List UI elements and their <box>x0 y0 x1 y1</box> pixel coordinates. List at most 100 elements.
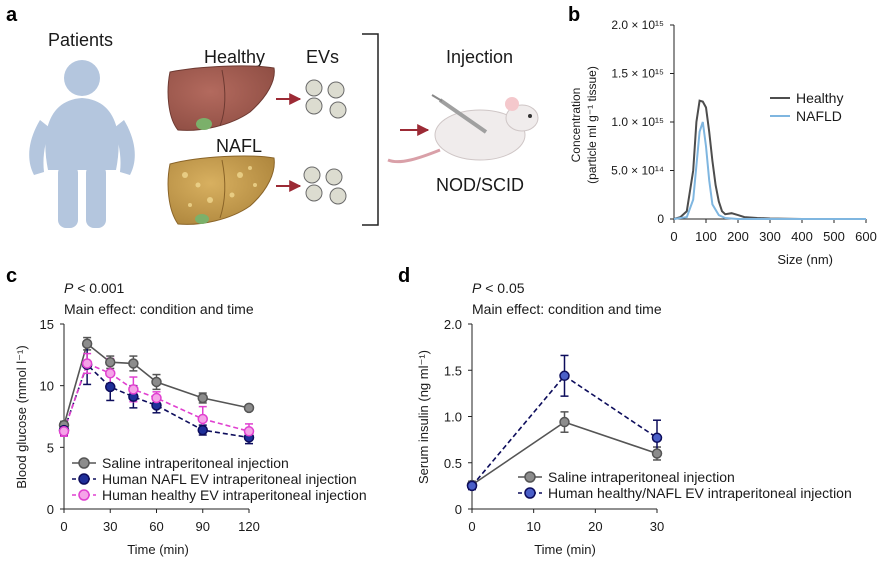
panel-b-y-tick-label: 2.0 × 10¹⁵ <box>611 18 664 32</box>
injection-label: Injection <box>446 47 513 67</box>
panel-c-point-0 <box>81 338 93 349</box>
panel-c-point-1 <box>105 381 116 393</box>
patients-label: Patients <box>48 30 113 50</box>
panel-b-y-tick-label: 5.0 × 10¹⁴ <box>611 164 664 178</box>
panel-c-y-tick-label: 15 <box>40 317 54 332</box>
healthy-liver-icon <box>167 65 275 131</box>
mouse-icon <box>387 94 539 164</box>
panel-b-x-tick-label: 500 <box>823 229 845 244</box>
panel-d-y-tick-label: 2.0 <box>444 317 462 332</box>
panel-c-point-2 <box>58 426 70 437</box>
panel-d-x-tick-label: 20 <box>588 519 602 534</box>
panel-c-point-2 <box>151 392 162 404</box>
panel-a: a Patients Healthy NAFL <box>6 4 539 228</box>
panel-c-y-tick-label: 0 <box>47 502 54 517</box>
panel-c-point-2 <box>243 426 255 437</box>
panel-c-x-tick-label: 0 <box>60 519 67 534</box>
ev-particles-healthy-icon <box>305 79 347 119</box>
panel-d-xlabel: Time (min) <box>534 542 596 557</box>
panel-c-point-0 <box>151 376 162 388</box>
panel-c-legend-label: Saline intraperitoneal injection <box>102 455 289 471</box>
panel-c-point-0 <box>243 402 255 414</box>
panel-c-pvalue: P < 0.001 <box>64 280 125 296</box>
panel-d-y-tick-label: 0.5 <box>444 456 462 471</box>
panel-c-point-2 <box>81 358 93 369</box>
panel-d-y-tick-label: 1.5 <box>444 363 462 378</box>
panel-c: c P < 0.001 Main effect: condition and t… <box>6 265 367 557</box>
panel-c-y-tick-label: 10 <box>40 379 54 394</box>
nafl-label: NAFL <box>216 136 262 156</box>
ev-particles-nafl-icon <box>303 166 347 205</box>
panel-c-legend-marker <box>78 473 90 485</box>
panel-d-effect: Main effect: condition and time <box>472 301 662 317</box>
panel-c-y-tick-label: 5 <box>47 440 54 455</box>
mouse-strain-label: NOD/SCID <box>436 175 524 195</box>
panel-c-point-0 <box>197 392 208 404</box>
panel-c-xlabel: Time (min) <box>127 542 189 557</box>
panel-c-point-0 <box>128 358 139 369</box>
panel-b-xlabel: Size (nm) <box>777 252 833 267</box>
panel-b-letter: b <box>568 4 580 26</box>
panel-d-series-line-1 <box>471 374 658 487</box>
panel-b-y-tick-label: 1.0 × 10¹⁵ <box>611 115 664 129</box>
panel-d-y-tick-label: 1.0 <box>444 410 462 425</box>
panel-d-legend-marker <box>524 471 536 483</box>
panel-d-x-tick-label: 0 <box>468 519 475 534</box>
panel-b-x-tick-label: 200 <box>727 229 749 244</box>
panel-c-point-0 <box>105 356 116 368</box>
panel-b-legend: Healthy NAFLD <box>770 90 843 124</box>
panel-b: b Concentration (particle ml g⁻¹ tissue)… <box>568 4 877 267</box>
nafl-liver-icon <box>167 155 275 225</box>
panel-d-legend-label: Saline intraperitoneal injection <box>548 469 735 485</box>
panel-b-ylabel: Concentration <box>569 88 583 163</box>
panel-d-point-1 <box>559 370 570 382</box>
panel-b-series-line-1 <box>673 121 866 220</box>
panel-b-legend-label: NAFLD <box>796 108 842 124</box>
panel-d-point-1 <box>651 432 663 444</box>
panel-c-x-tick-label: 60 <box>149 519 163 534</box>
panel-b-x-tick-label: 0 <box>670 229 677 244</box>
panel-c-x-tick-label: 30 <box>103 519 117 534</box>
panel-c-effect: Main effect: condition and time <box>64 301 254 317</box>
panel-b-ylabel-unit: (particle ml g⁻¹ tissue) <box>585 66 599 184</box>
panel-d-y-tick-label: 0 <box>455 502 462 517</box>
panel-d-ylabel: Serum insulin (ng ml⁻¹) <box>416 350 431 484</box>
panel-d-x-tick-label: 30 <box>650 519 664 534</box>
panel-d-letter: d <box>398 265 410 287</box>
panel-b-x-tick-label: 400 <box>791 229 813 244</box>
panel-d-point-1 <box>466 480 478 492</box>
evs-label: EVs <box>306 47 339 67</box>
panel-b-series-line-0 <box>673 99 866 220</box>
panel-c-point-2 <box>197 413 208 425</box>
panel-c-point-1 <box>197 424 208 436</box>
panel-b-x-tick-label: 600 <box>855 229 877 244</box>
panel-c-legend-marker <box>78 457 90 469</box>
panel-b-y-tick-label: 0 <box>657 212 664 226</box>
panel-c-legend-label: Human healthy EV intraperitoneal injecti… <box>102 487 367 503</box>
panel-c-ylabel: Blood glucose (mmol l⁻¹) <box>14 345 29 488</box>
panel-d: d P < 0.05 Main effect: condition and ti… <box>398 265 852 557</box>
healthy-label: Healthy <box>204 47 265 67</box>
panel-c-x-tick-label: 120 <box>238 519 260 534</box>
panel-c-point-2 <box>105 368 116 379</box>
panel-b-legend-label: Healthy <box>796 90 843 106</box>
panel-d-point-0 <box>651 448 663 459</box>
panel-c-letter: c <box>6 265 17 287</box>
panel-c-legend-marker <box>78 489 90 501</box>
patient-icon <box>29 60 135 228</box>
panel-d-legend-label: Human healthy/NAFL EV intraperitoneal in… <box>548 485 852 501</box>
panel-d-pvalue: P < 0.05 <box>472 280 525 296</box>
panel-d-x-tick-label: 10 <box>526 519 540 534</box>
panel-c-x-tick-label: 90 <box>196 519 210 534</box>
panel-d-legend-marker <box>524 487 536 499</box>
panel-c-point-2 <box>128 384 139 395</box>
panel-b-y-tick-label: 1.5 × 10¹⁵ <box>611 67 664 81</box>
panel-b-x-tick-label: 100 <box>695 229 717 244</box>
panel-d-point-0 <box>559 416 570 428</box>
panel-c-legend-label: Human NAFL EV intraperitoneal injection <box>102 471 357 487</box>
bracket <box>362 33 379 226</box>
panel-b-x-tick-label: 300 <box>759 229 781 244</box>
